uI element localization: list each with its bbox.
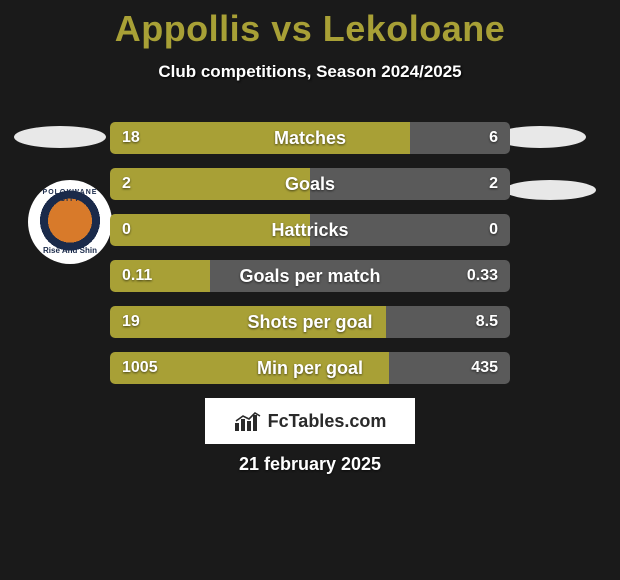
stat-label: Matches — [110, 122, 510, 154]
stat-row: 22Goals — [110, 168, 510, 200]
crest-top-text: POLOKWANE CITY — [35, 189, 105, 203]
subtitle: Club competitions, Season 2024/2025 — [0, 62, 620, 82]
club-crest-left: POLOKWANE CITY Rise And Shin — [28, 180, 112, 264]
stat-row: 198.5Shots per goal — [110, 306, 510, 338]
date-text: 21 february 2025 — [0, 454, 620, 475]
player-left-avatar — [14, 126, 106, 148]
stat-label: Min per goal — [110, 352, 510, 384]
stat-label: Goals — [110, 168, 510, 200]
brand-text: FcTables.com — [268, 411, 387, 432]
stat-row: 1005435Min per goal — [110, 352, 510, 384]
brand-chart-icon — [234, 411, 262, 431]
stat-row: 186Matches — [110, 122, 510, 154]
stat-row: 0.110.33Goals per match — [110, 260, 510, 292]
stat-row: 00Hattricks — [110, 214, 510, 246]
stat-label: Hattricks — [110, 214, 510, 246]
brand-badge: FcTables.com — [205, 398, 415, 444]
stat-label: Goals per match — [110, 260, 510, 292]
club-crest-right — [504, 180, 596, 200]
crest-bottom-text: Rise And Shin — [35, 246, 105, 255]
crest-graphic: POLOKWANE CITY Rise And Shin — [35, 187, 105, 257]
stats-bars: 186Matches 22Goals 00Hattricks 0.110.33Goal… — [110, 122, 510, 398]
stat-label: Shots per goal — [110, 306, 510, 338]
page-title: Appollis vs Lekoloane — [0, 0, 620, 50]
